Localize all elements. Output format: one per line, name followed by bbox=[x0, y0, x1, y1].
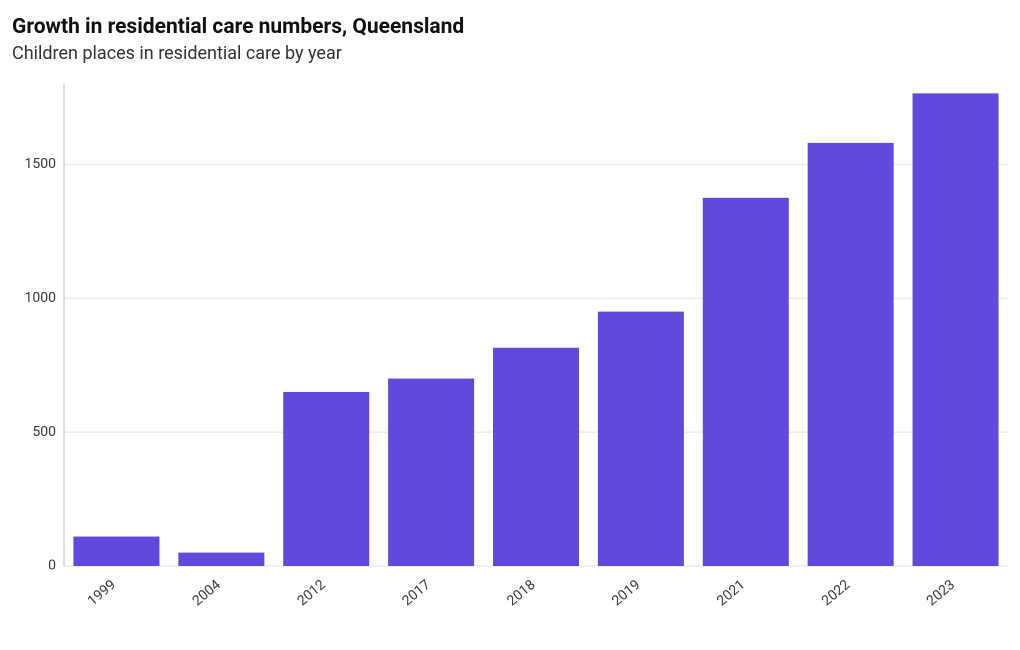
y-tick-label: 0 bbox=[48, 557, 56, 573]
x-tick-label: 2022 bbox=[819, 576, 853, 609]
bar bbox=[808, 143, 894, 566]
x-tick-label: 2021 bbox=[714, 576, 748, 608]
bar bbox=[598, 311, 684, 565]
y-tick-label: 1000 bbox=[25, 290, 57, 306]
bar bbox=[283, 392, 369, 566]
y-tick-label: 500 bbox=[32, 423, 56, 439]
chart-subtitle: Children places in residential care by y… bbox=[12, 42, 1008, 65]
x-tick-label: 2023 bbox=[924, 576, 958, 608]
bar bbox=[73, 536, 159, 565]
chart-plot-area: 0 500 1000 1500 1999 2004 2012 2017 2018 2019 2021… bbox=[12, 76, 1008, 636]
x-tick-label: 1999 bbox=[85, 576, 119, 608]
x-tick-label: 2004 bbox=[190, 576, 224, 609]
x-tick-label: 2018 bbox=[504, 576, 538, 609]
x-tick-label: 2017 bbox=[399, 576, 433, 609]
bar bbox=[493, 347, 579, 565]
bar bbox=[703, 197, 789, 565]
x-tick-label: 2012 bbox=[294, 576, 328, 609]
bar-chart-svg: 0 500 1000 1500 1999 2004 2012 2017 2018 2019 2021… bbox=[12, 76, 1008, 636]
y-tick-label: 1500 bbox=[25, 156, 57, 172]
x-tick-label: 2019 bbox=[609, 576, 643, 608]
bar bbox=[388, 378, 474, 565]
bar bbox=[178, 552, 264, 565]
bar bbox=[913, 93, 999, 566]
chart-container: Growth in residential care numbers, Quee… bbox=[0, 0, 1020, 650]
chart-title: Growth in residential care numbers, Quee… bbox=[12, 14, 1008, 40]
